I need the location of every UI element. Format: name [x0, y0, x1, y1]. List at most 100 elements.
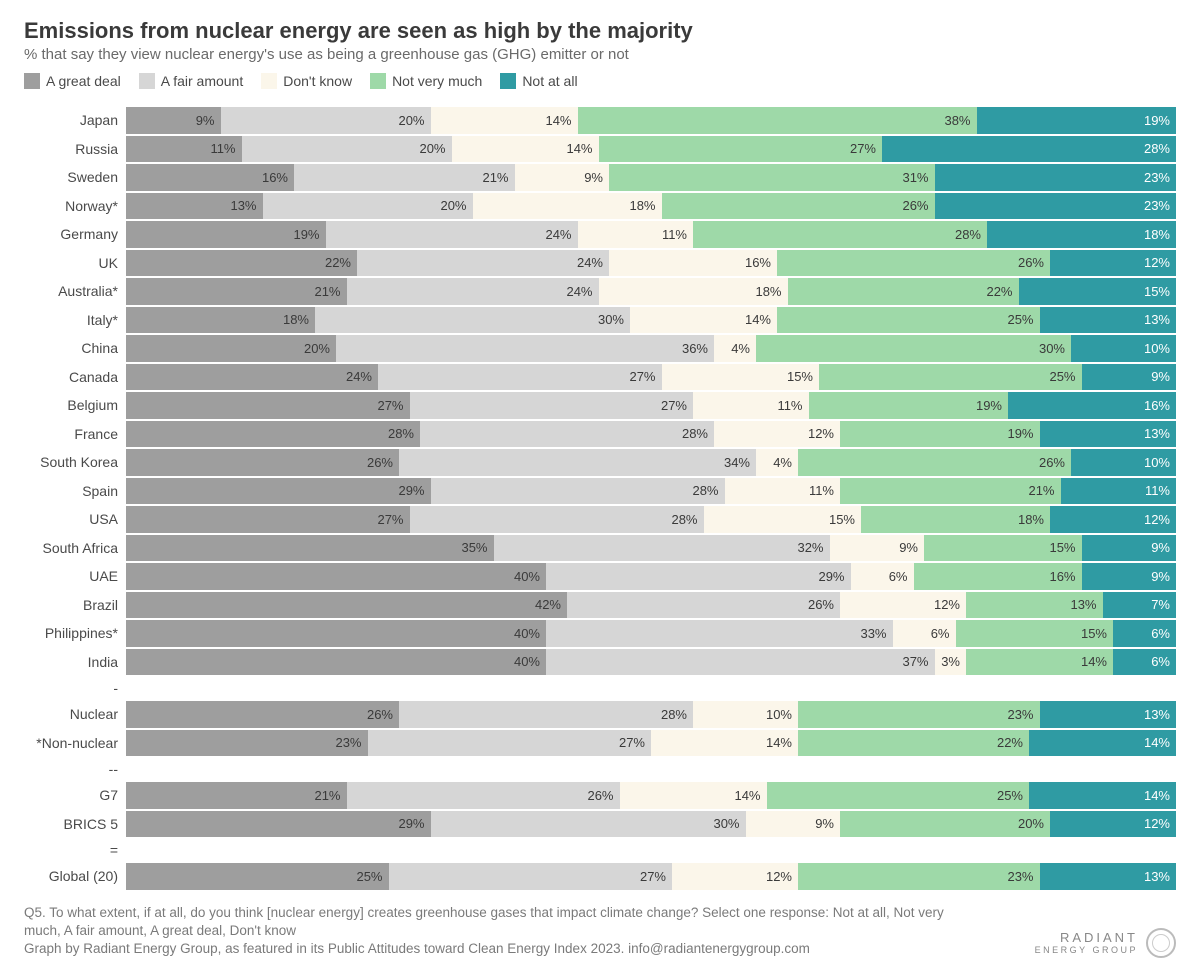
bar-row: Russia11%20%14%27%28% [24, 136, 1176, 163]
legend-label: Not at all [522, 73, 577, 89]
spacer-row: -- [24, 758, 1176, 780]
bar-track: 40%33%6%15%6% [126, 620, 1176, 647]
bar-segment-dont-know: 9% [830, 535, 925, 562]
bar-segment-great-deal: 21% [126, 278, 347, 305]
bar-track: 26%34%4%26%10% [126, 449, 1176, 476]
bar-segment-dont-know: 12% [714, 421, 840, 448]
bar-segment-not-at-all: 9% [1082, 535, 1177, 562]
bar-segment-dont-know: 11% [725, 478, 841, 505]
bar-track: 27%28%15%18%12% [126, 506, 1176, 533]
bar-segment-not-much: 22% [788, 278, 1019, 305]
bar-segment-fair-amount: 27% [368, 730, 652, 757]
row-label: UK [24, 255, 126, 271]
bar-segment-dont-know: 12% [672, 863, 798, 890]
bar-segment-fair-amount: 28% [410, 506, 704, 533]
row-label: Belgium [24, 397, 126, 413]
bar-segment-dont-know: 16% [609, 250, 777, 277]
bar-segment-great-deal: 40% [126, 649, 546, 676]
bar-segment-great-deal: 27% [126, 506, 410, 533]
bar-segment-not-much: 14% [966, 649, 1113, 676]
bar-segment-fair-amount: 30% [431, 811, 746, 838]
footnote: Q5. To what extent, if at all, do you th… [24, 904, 984, 958]
bar-segment-fair-amount: 24% [357, 250, 609, 277]
bar-row: South Africa35%32%9%15%9% [24, 535, 1176, 562]
bar-row: USA27%28%15%18%12% [24, 506, 1176, 533]
bar-segment-dont-know: 14% [431, 107, 578, 134]
bar-row: Global (20)25%27%12%23%13% [24, 863, 1176, 890]
bar-segment-not-much: 26% [777, 250, 1050, 277]
bar-segment-great-deal: 29% [126, 478, 431, 505]
stacked-bar-chart: Japan9%20%14%38%19%Russia11%20%14%27%28%… [24, 107, 1176, 890]
bar-track: 27%27%11%19%16% [126, 392, 1176, 419]
bar-segment-not-at-all: 15% [1019, 278, 1177, 305]
bar-segment-fair-amount: 26% [567, 592, 840, 619]
bar-track: 19%24%11%28%18% [126, 221, 1176, 248]
legend-label: A great deal [46, 73, 121, 89]
bar-segment-not-much: 19% [809, 392, 1009, 419]
bar-segment-fair-amount: 21% [294, 164, 515, 191]
legend-item: Don't know [261, 73, 352, 89]
bar-row: Sweden16%21%9%31%23% [24, 164, 1176, 191]
bar-segment-not-at-all: 12% [1050, 250, 1176, 277]
bar-segment-not-at-all: 9% [1082, 364, 1177, 391]
bar-segment-not-at-all: 14% [1029, 730, 1176, 757]
row-label: Germany [24, 226, 126, 242]
bar-row: Belgium27%27%11%19%16% [24, 392, 1176, 419]
bar-segment-fair-amount: 29% [546, 563, 851, 590]
bar-row: Italy*18%30%14%25%13% [24, 307, 1176, 334]
bar-segment-dont-know: 11% [578, 221, 694, 248]
bar-row: Nuclear26%28%10%23%13% [24, 701, 1176, 728]
bar-segment-not-much: 15% [924, 535, 1082, 562]
row-label: Norway* [24, 198, 126, 214]
bar-segment-not-at-all: 13% [1040, 307, 1177, 334]
bar-segment-great-deal: 26% [126, 701, 399, 728]
footnote-line-2: Graph by Radiant Energy Group, as featur… [24, 940, 984, 958]
bar-segment-not-at-all: 6% [1113, 649, 1176, 676]
bar-segment-great-deal: 25% [126, 863, 389, 890]
bar-track [126, 758, 1176, 780]
spacer-row: - [24, 677, 1176, 699]
bar-row: Australia*21%24%18%22%15% [24, 278, 1176, 305]
bar-segment-not-at-all: 11% [1061, 478, 1177, 505]
bar-segment-not-at-all: 10% [1071, 335, 1176, 362]
bar-segment-fair-amount: 28% [399, 701, 693, 728]
row-label: Russia [24, 141, 126, 157]
bar-segment-dont-know: 14% [651, 730, 798, 757]
brand-subname: ENERGY GROUP [1035, 945, 1138, 955]
bar-segment-not-much: 15% [956, 620, 1114, 647]
bar-segment-fair-amount: 20% [263, 193, 473, 220]
bar-segment-great-deal: 9% [126, 107, 221, 134]
row-label: = [24, 842, 126, 858]
bar-row: Canada24%27%15%25%9% [24, 364, 1176, 391]
bar-segment-fair-amount: 28% [431, 478, 725, 505]
bar-segment-dont-know: 6% [851, 563, 914, 590]
row-label: BRICS 5 [24, 816, 126, 832]
bar-segment-not-much: 31% [609, 164, 935, 191]
legend-label: A fair amount [161, 73, 244, 89]
legend-item: Not at all [500, 73, 577, 89]
bar-track: 22%24%16%26%12% [126, 250, 1176, 277]
bar-segment-dont-know: 9% [515, 164, 610, 191]
bar-segment-fair-amount: 24% [347, 278, 599, 305]
legend-swatch [261, 73, 277, 89]
row-label: Australia* [24, 283, 126, 299]
bar-track: 13%20%18%26%23% [126, 193, 1176, 220]
bar-segment-fair-amount: 27% [410, 392, 694, 419]
bar-segment-great-deal: 16% [126, 164, 294, 191]
bar-segment-fair-amount: 34% [399, 449, 756, 476]
spacer-row: = [24, 839, 1176, 861]
bar-segment-great-deal: 40% [126, 620, 546, 647]
bar-segment-not-much: 23% [798, 863, 1040, 890]
bar-row: BRICS 529%30%9%20%12% [24, 811, 1176, 838]
bar-segment-great-deal: 35% [126, 535, 494, 562]
legend-item: A fair amount [139, 73, 244, 89]
bar-row: China20%36%4%30%10% [24, 335, 1176, 362]
bar-track: 21%24%18%22%15% [126, 278, 1176, 305]
bar-segment-great-deal: 26% [126, 449, 399, 476]
row-label: Canada [24, 369, 126, 385]
bar-segment-not-at-all: 6% [1113, 620, 1176, 647]
row-label: Nuclear [24, 706, 126, 722]
footnote-line-1: Q5. To what extent, if at all, do you th… [24, 904, 984, 940]
bar-track: 21%26%14%25%14% [126, 782, 1176, 809]
row-label: South Korea [24, 454, 126, 470]
